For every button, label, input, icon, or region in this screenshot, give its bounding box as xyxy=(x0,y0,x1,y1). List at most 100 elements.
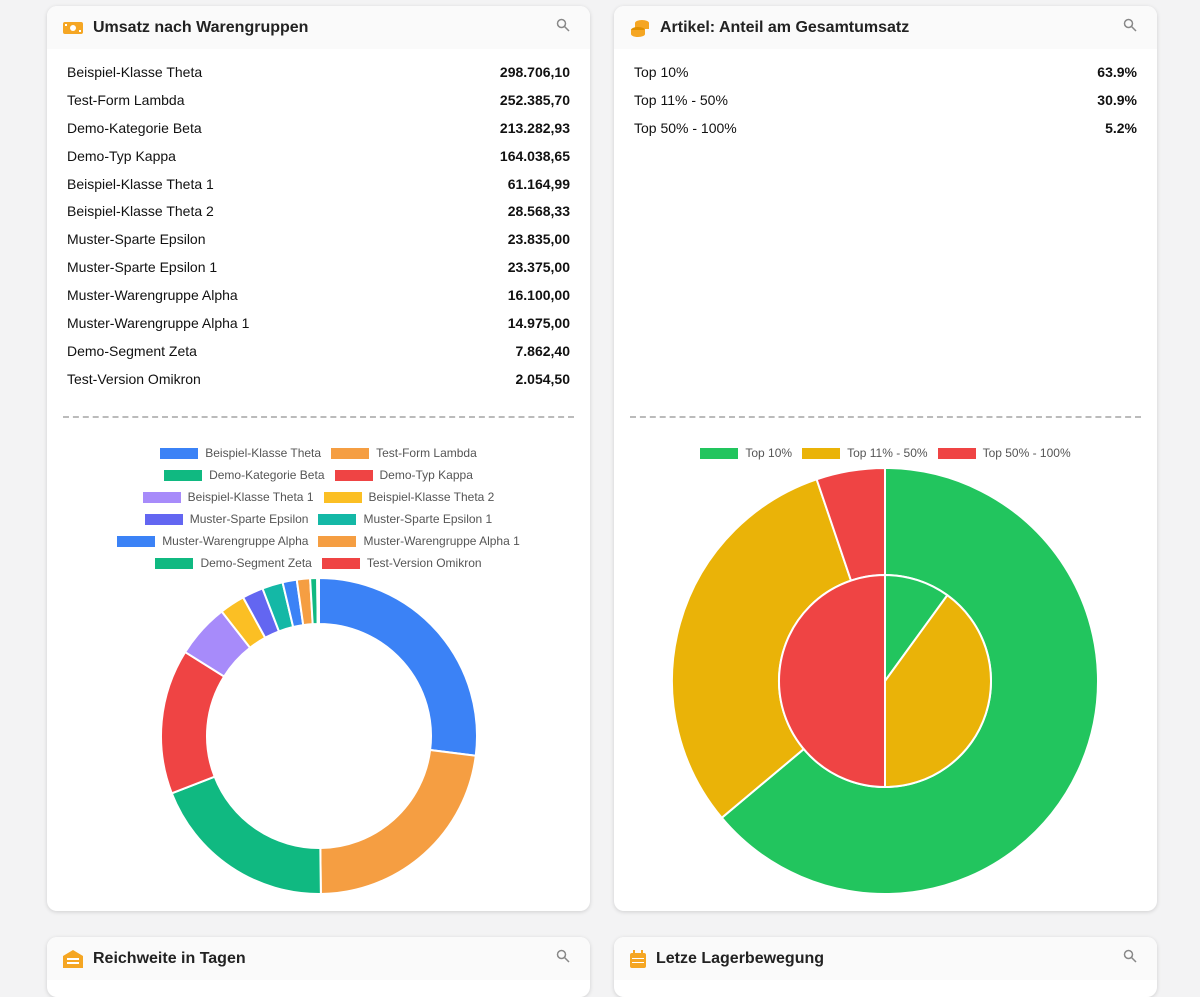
umsatz-doughnut-chart xyxy=(160,576,478,896)
row-value: 298.706,10 xyxy=(499,63,570,80)
legend-swatch xyxy=(321,557,360,569)
card-title: Artikel: Anteil am Gesamtumsatz xyxy=(660,18,910,36)
row-value: 2.054,50 xyxy=(515,370,571,387)
legend-swatch xyxy=(155,557,194,569)
table-row: Top 10% 63.9% xyxy=(634,58,1137,86)
coins-icon xyxy=(631,19,649,37)
inner-slice-1[interactable] xyxy=(884,593,992,789)
row-value: 5.2% xyxy=(1105,119,1137,136)
legend-label: Top 11% - 50% xyxy=(847,446,928,460)
row-value: 61.164,99 xyxy=(507,175,570,192)
legend-item[interactable]: Top 50% - 100% xyxy=(937,446,1071,460)
legend-item[interactable]: Muster-Warengruppe Alpha xyxy=(117,534,308,548)
table-row: Test-Version Omikron 2.054,50 xyxy=(67,365,570,393)
row-label: Beispiel-Klasse Theta 1 xyxy=(67,175,214,192)
row-label: Top 10% xyxy=(634,63,689,80)
calendar-icon xyxy=(630,949,646,968)
legend-label: Beispiel-Klasse Theta 2 xyxy=(368,490,495,504)
legend-label: Demo-Kategorie Beta xyxy=(209,468,325,482)
legend-label: Demo-Typ Kappa xyxy=(379,468,473,482)
row-value: 23.835,00 xyxy=(507,231,570,248)
legend-item[interactable]: Beispiel-Klasse Theta 2 xyxy=(323,490,495,504)
divider xyxy=(63,416,574,418)
legend-item[interactable]: Muster-Sparte Epsilon xyxy=(144,512,309,526)
artikel-card: Artikel: Anteil am Gesamtumsatz Top 10% 6… xyxy=(614,6,1157,911)
row-label: Test-Version Omikron xyxy=(67,370,201,387)
legend-label: Muster-Sparte Epsilon xyxy=(189,512,309,526)
legend-swatch xyxy=(318,513,357,525)
lager-card: Letze Lagerbewegung xyxy=(614,937,1157,997)
doughnut-slice-0[interactable] xyxy=(318,576,478,757)
row-value: 252.385,70 xyxy=(499,91,570,108)
table-row: Demo-Kategorie Beta 213.282,93 xyxy=(67,114,570,142)
row-value: 7.862,40 xyxy=(515,342,571,359)
legend-swatch xyxy=(144,513,183,525)
search-icon[interactable] xyxy=(556,949,570,963)
umsatz-card: Umsatz nach Warengruppen Beispiel-Klasse… xyxy=(47,6,590,911)
legend-item[interactable]: Demo-Typ Kappa xyxy=(334,468,473,482)
row-label: Test-Form Lambda xyxy=(67,91,185,108)
table-row: Beispiel-Klasse Theta 2 28.568,33 xyxy=(67,197,570,225)
reichweite-card: Reichweite in Tagen xyxy=(47,937,590,997)
doughnut-slice-11[interactable] xyxy=(316,576,320,626)
legend-label: Top 50% - 100% xyxy=(982,446,1071,460)
search-icon[interactable] xyxy=(1123,949,1137,963)
row-label: Demo-Kategorie Beta xyxy=(67,119,202,136)
legend-item[interactable]: Test-Version Omikron xyxy=(321,556,482,570)
legend-swatch xyxy=(164,469,203,481)
legend-item[interactable]: Muster-Sparte Epsilon 1 xyxy=(318,512,492,526)
legend-item[interactable]: Demo-Kategorie Beta xyxy=(164,468,325,482)
legend-swatch xyxy=(334,469,373,481)
table-row: Muster-Sparte Epsilon 1 23.375,00 xyxy=(67,253,570,281)
legend-item[interactable]: Muster-Warengruppe Alpha 1 xyxy=(318,534,520,548)
row-value: 213.282,93 xyxy=(499,119,570,136)
row-label: Beispiel-Klasse Theta xyxy=(67,63,203,80)
legend-label: Beispiel-Klasse Theta xyxy=(205,446,322,460)
chart-legend: Beispiel-Klasse Theta Test-Form Lambda Dem… xyxy=(47,442,590,574)
row-label: Muster-Warengruppe Alpha xyxy=(67,287,238,304)
legend-swatch xyxy=(323,491,362,503)
row-value: 164.038,65 xyxy=(499,147,570,164)
legend-item[interactable]: Test-Form Lambda xyxy=(331,446,477,460)
legend-swatch xyxy=(318,535,357,547)
legend-item[interactable]: Beispiel-Klasse Theta 1 xyxy=(142,490,314,504)
legend-label: Beispiel-Klasse Theta 1 xyxy=(187,490,314,504)
legend-swatch xyxy=(331,447,370,459)
row-label: Top 50% - 100% xyxy=(634,119,737,136)
legend-swatch xyxy=(700,447,739,459)
legend-swatch xyxy=(802,447,841,459)
row-label: Demo-Segment Zeta xyxy=(67,342,197,359)
row-value: 23.375,00 xyxy=(507,259,570,276)
doughnut-slice-1[interactable] xyxy=(319,748,477,896)
inner-slice-2[interactable] xyxy=(778,573,886,789)
artikel-nested-pie-chart xyxy=(671,466,1099,895)
legend-item[interactable]: Demo-Segment Zeta xyxy=(155,556,312,570)
legend-item[interactable]: Top 11% - 50% xyxy=(802,446,928,460)
card-title: Umsatz nach Warengruppen xyxy=(93,18,309,36)
doughnut-slice-2[interactable] xyxy=(170,775,322,895)
card-header: Umsatz nach Warengruppen xyxy=(47,6,590,49)
chart-legend: Top 10% Top 11% - 50% Top 50% - 100% xyxy=(614,442,1157,464)
search-icon[interactable] xyxy=(556,18,570,32)
table-row: Demo-Segment Zeta 7.862,40 xyxy=(67,337,570,365)
table-row: Demo-Typ Kappa 164.038,65 xyxy=(67,142,570,170)
card-title: Reichweite in Tagen xyxy=(93,949,246,967)
card-header: Letze Lagerbewegung xyxy=(614,937,1157,980)
legend-label: Demo-Segment Zeta xyxy=(200,556,312,570)
legend-label: Top 10% xyxy=(745,446,793,460)
divider xyxy=(630,416,1141,418)
search-icon[interactable] xyxy=(1123,18,1137,32)
card-title: Letze Lagerbewegung xyxy=(656,949,825,967)
row-label: Muster-Sparte Epsilon 1 xyxy=(67,259,218,276)
table-row: Top 11% - 50% 30.9% xyxy=(634,86,1137,114)
row-value: 28.568,33 xyxy=(507,203,570,220)
row-value: 16.100,00 xyxy=(507,287,570,304)
legend-item[interactable]: Beispiel-Klasse Theta xyxy=(160,446,321,460)
row-value: 30.9% xyxy=(1097,91,1137,108)
doughnut-slice-3[interactable] xyxy=(160,650,226,795)
legend-swatch xyxy=(160,447,199,459)
legend-item[interactable]: Top 10% xyxy=(700,446,792,460)
legend-label: Muster-Warengruppe Alpha xyxy=(162,534,309,548)
legend-label: Test-Version Omikron xyxy=(366,556,482,570)
row-label: Muster-Warengruppe Alpha 1 xyxy=(67,314,250,331)
